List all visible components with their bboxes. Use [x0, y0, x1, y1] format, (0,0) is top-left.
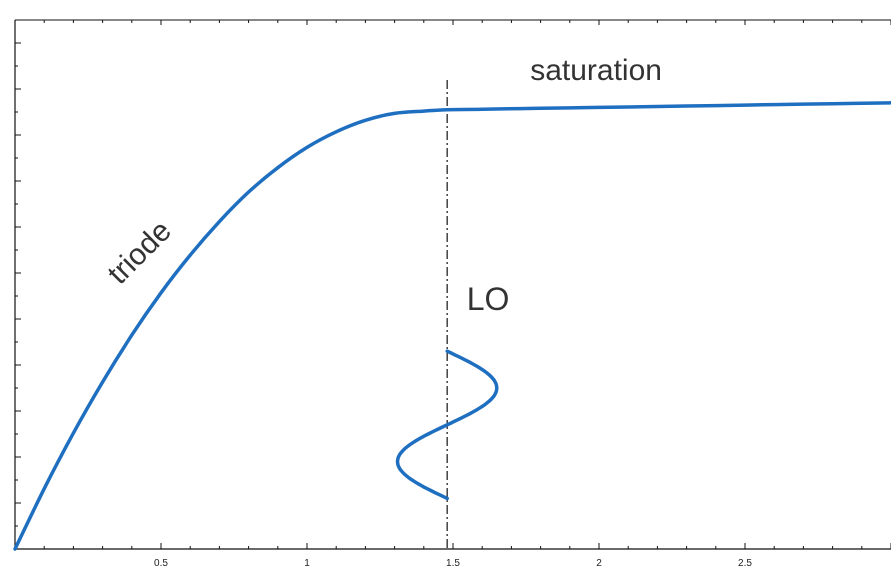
- x-tick-label: 1: [304, 558, 310, 569]
- x-tick-label: 0.5: [154, 558, 168, 569]
- iv-curve-series: [13, 101, 891, 551]
- x-tick-label: 2.5: [738, 558, 752, 569]
- annotation-triode: triode: [101, 214, 177, 290]
- x-tick-label: 2: [596, 558, 602, 569]
- x-ticks: [43, 543, 891, 549]
- axes-frame: [14, 19, 891, 550]
- lo-signal-wave: [395, 349, 499, 501]
- annotation-saturation: saturation: [530, 54, 662, 87]
- annotation-lo: LO: [467, 281, 510, 317]
- top-ticks: [43, 20, 891, 25]
- x-tick-label: 1.5: [446, 558, 460, 569]
- x-tick-labels: 0.5 1 1.5 2 2.5: [154, 558, 752, 569]
- y-ticks: [15, 19, 21, 550]
